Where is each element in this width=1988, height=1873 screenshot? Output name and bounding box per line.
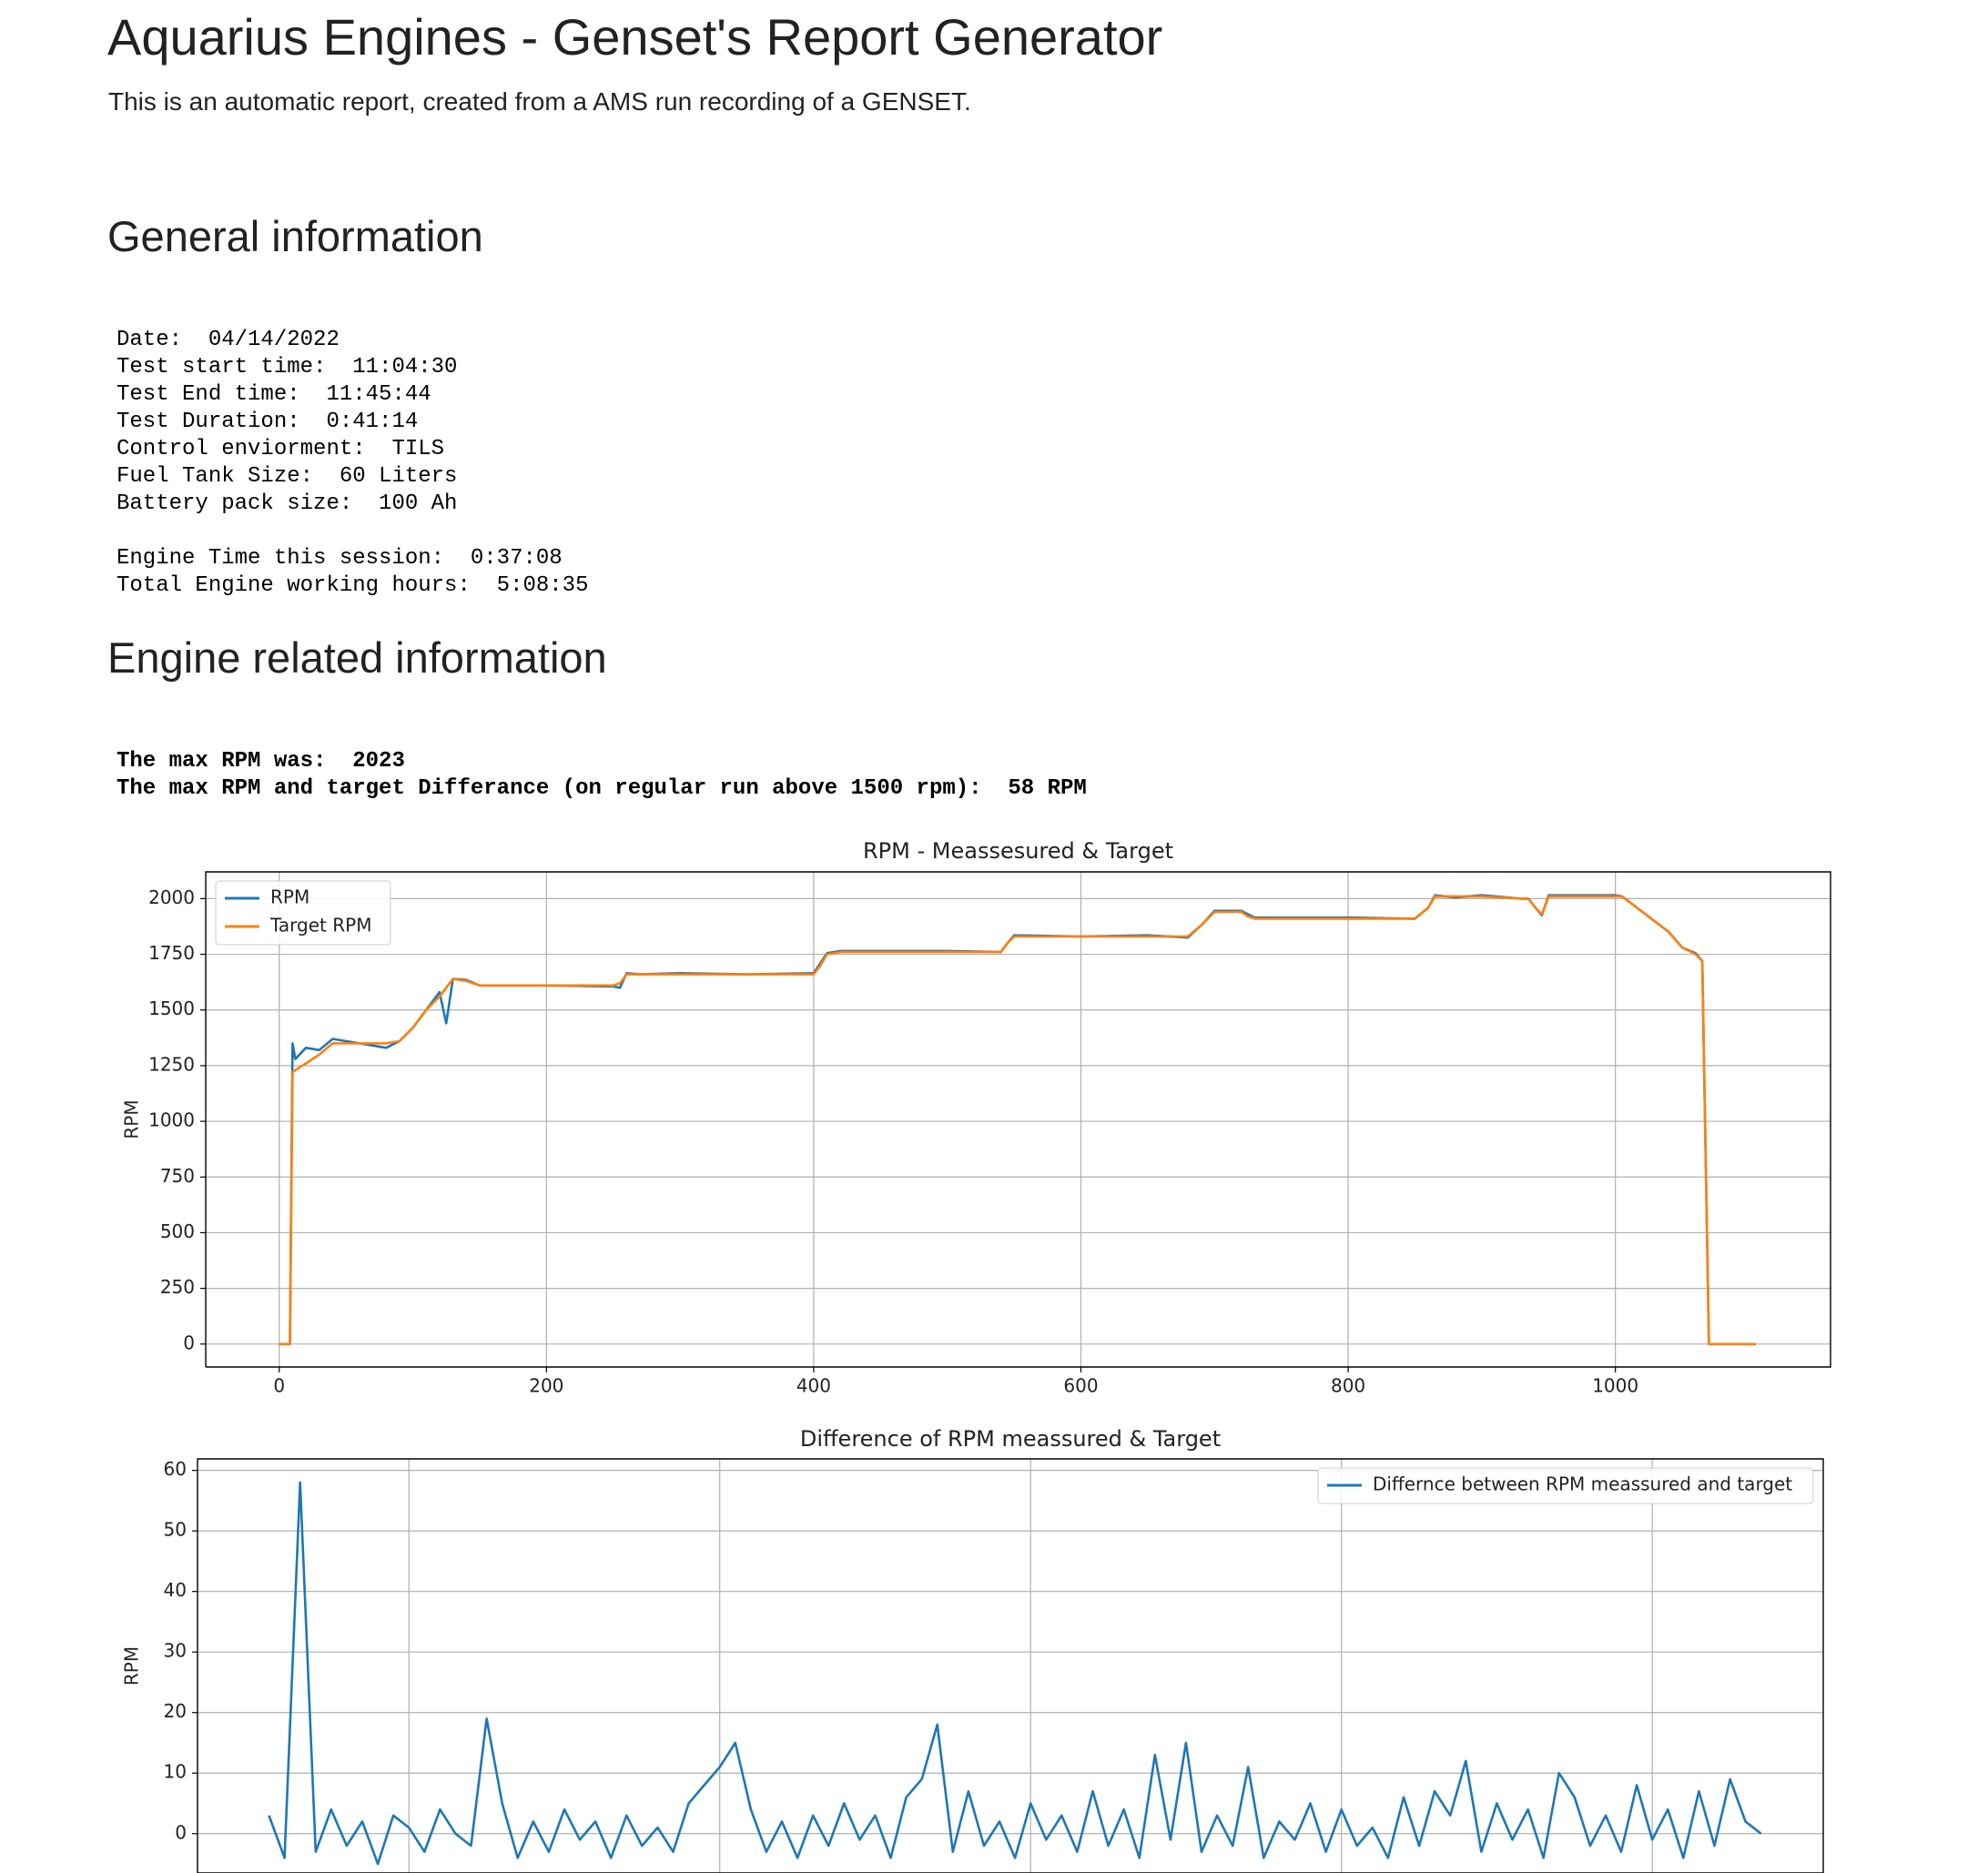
y-tick-label: 750 — [160, 1165, 195, 1187]
x-tick-label: 0 — [273, 1375, 285, 1397]
plot-frame — [197, 1458, 1824, 1873]
data-line — [279, 895, 1756, 1346]
report-title: Aquarius Engines - Genset's Report Gener… — [107, 8, 1163, 66]
legend-label: RPM — [270, 886, 309, 908]
chart: RPM - Meassesured & Target RPM 0 250 500 750 1… — [121, 838, 1831, 1397]
report-subtitle: This is an automatic report, created fro… — [108, 87, 971, 116]
chart: Difference of RPM meassured & Target RPM 0… — [121, 1426, 1824, 1873]
info-line: Battery pack size: 100 Ah — [117, 491, 458, 516]
info-line: Test start time: 11:04:30 — [117, 355, 458, 380]
info-block: Date: 04/14/2022 Test start time: 11:04:3… — [117, 327, 457, 518]
y-tick-label: 500 — [160, 1220, 195, 1242]
y-tick-label: 1000 — [148, 1109, 195, 1131]
info-line: Engine Time this session: 0:37:08 — [117, 546, 563, 571]
info-line: Test Duration: 0:41:14 — [117, 410, 419, 434]
y-tick-label: 1500 — [148, 997, 195, 1019]
y-tick-label: 2000 — [148, 886, 195, 908]
x-tick-label: 200 — [529, 1375, 563, 1397]
data-line — [268, 1481, 1762, 1866]
x-tick-label: 600 — [1063, 1375, 1098, 1397]
y-tick-label: 30 — [164, 1640, 187, 1662]
info-line: Control enviorment: TILS — [117, 437, 445, 461]
y-tick-label: 0 — [175, 1821, 187, 1843]
data-line — [279, 894, 1756, 1346]
legend-label: Differnce between RPM meassured and targ… — [1373, 1473, 1792, 1495]
section-heading: General information — [107, 212, 483, 260]
x-tick-label: 400 — [796, 1375, 831, 1397]
legend: Differnce between RPM meassured and targ… — [1317, 1467, 1814, 1504]
info-block: Engine Time this session: 0:37:08 Total E… — [117, 545, 588, 600]
legend-box — [1317, 1467, 1814, 1504]
chart-title: Difference of RPM meassured & Target — [800, 1426, 1221, 1452]
chart-title: RPM - Meassesured & Target — [863, 838, 1173, 864]
y-tick-label: 60 — [164, 1458, 187, 1480]
y-tick-label: 1250 — [148, 1053, 195, 1075]
y-tick-label: 20 — [164, 1700, 187, 1722]
x-tick-label: 800 — [1331, 1375, 1365, 1397]
info-line: Total Engine working hours: 5:08:35 — [117, 573, 589, 598]
y-tick-label: 0 — [183, 1331, 195, 1353]
y-axis-label: RPM — [121, 1646, 143, 1686]
info-line: Test End time: 11:45:44 — [117, 382, 431, 407]
y-tick-label: 50 — [164, 1519, 187, 1541]
info-line: The max RPM and target Differance (on re… — [117, 776, 1087, 801]
y-tick-label: 250 — [160, 1276, 195, 1298]
legend-label: Target RPM — [269, 915, 371, 936]
info-line: The max RPM was: 2023 — [117, 749, 405, 774]
x-tick-label: 1000 — [1592, 1375, 1638, 1397]
y-axis-label: RPM — [121, 1099, 143, 1139]
y-tick-label: 10 — [164, 1761, 187, 1783]
y-tick-label: 40 — [164, 1579, 187, 1601]
info-line: Date: 04/14/2022 — [117, 328, 340, 352]
info-block: The max RPM was: 2023 The max RPM and tar… — [117, 748, 1087, 803]
legend: RPM Target RPM — [215, 880, 391, 946]
section-heading: Engine related information — [107, 633, 607, 682]
info-line: Fuel Tank Size: 60 Liters — [117, 464, 458, 489]
y-tick-label: 1750 — [148, 942, 195, 964]
plot-frame — [205, 871, 1831, 1368]
